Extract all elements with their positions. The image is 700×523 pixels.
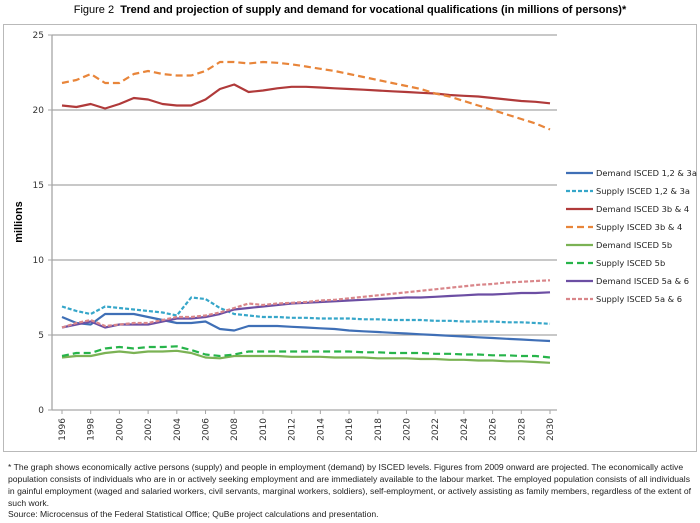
x-tick-label: 2020	[402, 418, 412, 441]
legend-label: Supply ISCED 5b	[596, 258, 665, 268]
series-line-demand-isced-5b	[61, 349, 551, 364]
legend-item: Demand ISCED 5a & 6	[566, 276, 689, 286]
y-tick-labels: 0 5 10 15 20 25	[33, 31, 45, 416]
y-tick-label: 20	[33, 106, 45, 116]
figure-title-text: Trend and projection of supply and deman…	[120, 4, 627, 16]
x-tick-label: 1998	[87, 418, 97, 441]
legend-label: Demand ISCED 3b & 4	[596, 204, 689, 214]
series-line-supply-isced-3b-4	[61, 60, 551, 131]
x-tick-label: 2016	[345, 418, 355, 441]
y-tick-label: 0	[38, 406, 44, 416]
legend-item: Supply ISCED 1,2 & 3a	[566, 186, 690, 196]
source-note: Source: Microcensus of the Federal Stati…	[8, 509, 379, 519]
figure-number: Figure 2	[73, 4, 115, 16]
legend-item: Supply ISCED 5a & 6	[566, 294, 682, 304]
series-line-supply-isced-1-2-3a	[61, 296, 551, 325]
series-line-supply-isced-5b	[61, 345, 551, 359]
x-tick-label: 2028	[517, 418, 527, 441]
x-tick-label: 2012	[288, 418, 298, 441]
x-tick-label: 2008	[230, 418, 240, 441]
legend-label: Supply ISCED 1,2 & 3a	[596, 186, 690, 196]
x-tick-label: 2002	[144, 418, 154, 441]
chart-frame	[3, 24, 697, 452]
series-line-supply-isced-5a-6	[61, 279, 551, 329]
legend-label: Demand ISCED 5b	[596, 240, 672, 250]
legend-item: Demand ISCED 1,2 & 3a	[566, 168, 697, 178]
legend-item: Demand ISCED 3b & 4	[566, 204, 689, 214]
legend-item: Supply ISCED 5b	[566, 258, 665, 268]
y-tick-label: 5	[38, 331, 44, 341]
x-tick-labels: 1996 1998 2000 2002 2004 2006 2008 2010 2012 2014…	[58, 418, 556, 441]
axes	[48, 34, 557, 414]
figure-title: Figure 2 Trend and projection of supply …	[0, 4, 700, 16]
x-tick-label: 2022	[431, 418, 441, 441]
x-tick-label: 2014	[316, 418, 326, 441]
x-tick-label: 2006	[202, 418, 212, 441]
x-tick-label: 2018	[374, 418, 384, 441]
x-tick-label: 1996	[58, 418, 68, 441]
x-tick-label: 2010	[259, 418, 269, 441]
y-tick-label: 15	[33, 181, 44, 191]
gridlines	[52, 34, 557, 336]
legend-label: Supply ISCED 3b & 4	[596, 222, 682, 232]
series-lines	[61, 60, 551, 364]
series-line-demand-isced-3b-4	[61, 83, 551, 110]
x-tick-label: 2024	[460, 418, 470, 441]
x-tick-label: 2000	[115, 418, 125, 441]
legend-label: Demand ISCED 5a & 6	[596, 276, 689, 286]
line-chart: 0 5 10 15 20 25 1996 1998 2000 2002 2004 2006 2008 2…	[13, 31, 697, 441]
series-line-demand-isced-1-2-3a	[61, 312, 551, 343]
legend-label: Demand ISCED 1,2 & 3a	[596, 168, 697, 178]
y-tick-label: 10	[33, 256, 45, 266]
x-tick-label: 2004	[173, 418, 183, 441]
y-tick-label: 25	[33, 31, 44, 41]
y-axis-label: millions	[13, 201, 25, 243]
legend-label: Supply ISCED 5a & 6	[596, 294, 682, 304]
x-tick-label: 2030	[546, 418, 556, 441]
legend-item: Demand ISCED 5b	[566, 240, 672, 250]
footnote: * The graph shows economically active pe…	[8, 462, 691, 508]
x-tick-label: 2026	[489, 418, 499, 441]
legend-item: Supply ISCED 3b & 4	[566, 222, 682, 232]
legend: Demand ISCED 1,2 & 3a Supply ISCED 1,2 & …	[566, 168, 697, 304]
